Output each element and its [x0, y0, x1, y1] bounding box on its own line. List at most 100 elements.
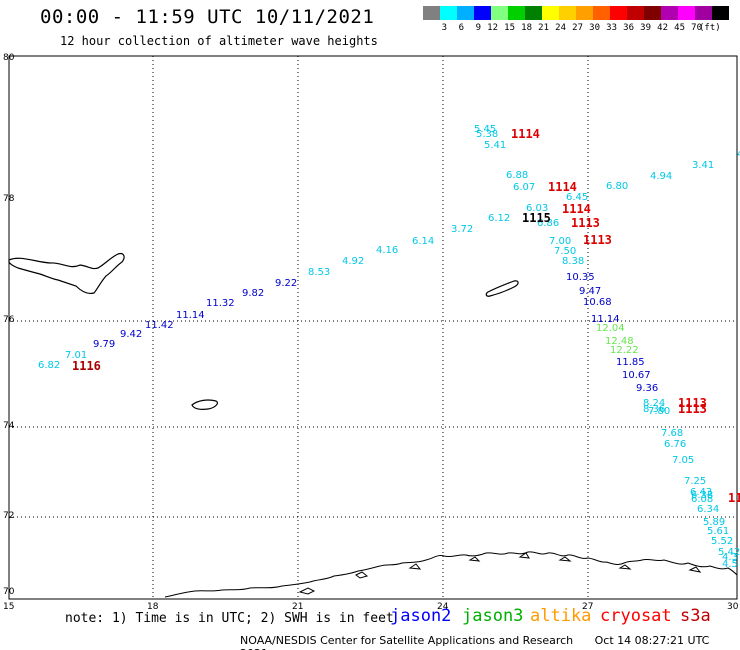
- wave-height-label: 6.07: [513, 182, 535, 193]
- x-label: 30: [727, 602, 739, 612]
- legend-label: 15: [504, 23, 515, 33]
- legend-swatch: [695, 6, 712, 20]
- wave-height-label: 9.82: [242, 288, 264, 299]
- sat-cryosat: cryosat: [600, 606, 672, 626]
- wave-height-label: 4.3: [722, 552, 738, 563]
- coastal-islands: [298, 552, 702, 595]
- legend-label: (ft): [699, 23, 721, 33]
- legend-swatch: [525, 6, 542, 20]
- legend-swatch: [661, 6, 678, 20]
- wave-height-label: 3.72: [451, 224, 473, 235]
- wave-height-label: 6.82: [38, 360, 60, 371]
- wave-height-label: 9.42: [120, 329, 142, 340]
- wave-height-label: 3.41: [692, 160, 714, 171]
- sat-jason3: jason3: [462, 606, 524, 626]
- legend-label: 33: [606, 23, 617, 33]
- legend-label: 24: [555, 23, 566, 33]
- wave-height-label: 4.16: [376, 245, 398, 256]
- wave-height-label: 6.14: [412, 236, 434, 247]
- pass-time-label: 1113: [571, 216, 600, 230]
- wave-height-label: 11.85: [616, 357, 645, 368]
- legend-label: 39: [640, 23, 651, 33]
- wave-height-label: 7.00: [549, 236, 571, 247]
- legend-swatch: [474, 6, 491, 20]
- kong-karls-land-coastline: [485, 280, 519, 297]
- legend-label: 45: [674, 23, 685, 33]
- wave-height-label: 9.36: [636, 383, 658, 394]
- wave-height-label: 4.5: [722, 559, 738, 570]
- wave-height-label: 4: [737, 149, 740, 160]
- wave-height-label: 10.35: [566, 272, 595, 283]
- legend-swatch: [542, 6, 559, 20]
- y-label: 76: [3, 315, 15, 325]
- map-subtitle: 12 hour collection of altimeter wave hei…: [60, 34, 378, 48]
- sat-s3a: s3a: [680, 606, 711, 626]
- legend-swatch: [457, 6, 474, 20]
- pass-time-label: 1113: [583, 233, 612, 247]
- legend-swatch: [559, 6, 576, 20]
- wave-height-label: 5.42: [718, 547, 740, 558]
- legend-swatch: [712, 6, 729, 20]
- wave-height-label: 6.80: [606, 181, 628, 192]
- legend-swatch: [644, 6, 661, 20]
- wave-height-label: 6.03: [526, 203, 548, 214]
- wave-height-label: 7.80: [648, 406, 670, 417]
- legend-swatch: [440, 6, 457, 20]
- legend-label: 42: [657, 23, 668, 33]
- pass-time-label: 1115: [522, 211, 551, 225]
- legend-label: 70: [691, 23, 702, 33]
- legend-swatch: [678, 6, 695, 20]
- wave-height-label: 5.89: [703, 517, 725, 528]
- wave-height-label: 7.25: [684, 476, 706, 487]
- wave-height-label: 5.61: [707, 526, 729, 537]
- wave-height-label: 6.45: [566, 192, 588, 203]
- wave-height-label: 6.88: [506, 170, 528, 181]
- sat-jason2: jason2: [390, 606, 452, 626]
- wave-height-label: 4.94: [650, 171, 672, 182]
- wave-height-label: 6.86: [537, 218, 559, 229]
- x-label: 15: [3, 602, 14, 612]
- y-label: 80: [3, 53, 15, 63]
- axis-labels: 80 78 76 74 72 70 15 18 21 24 27 30: [3, 53, 739, 612]
- wave-height-label: 8.38: [562, 256, 584, 267]
- credit-source: NOAA/NESDIS Center for Satellite Applica…: [240, 634, 574, 647]
- wave-height-label: 7.50: [554, 246, 576, 257]
- wave-height-label: 10.68: [583, 297, 612, 308]
- legend-swatch: [593, 6, 610, 20]
- wave-height-label: 11.42: [145, 320, 174, 331]
- x-label: 21: [292, 602, 303, 612]
- pass-time-label: 1114: [562, 202, 591, 216]
- y-label: 74: [3, 421, 15, 431]
- wave-height-label: 6.12: [488, 213, 510, 224]
- y-label: 70: [3, 587, 15, 597]
- pass-time-label: 1114: [548, 180, 577, 194]
- wave-height-label: 12.04: [596, 323, 625, 334]
- wave-height-label: 4.92: [342, 256, 364, 267]
- wave-height-labels: 5.455.385.41 6.886.07 6.45 6.80 4.94 3.41 6.03…: [38, 124, 740, 570]
- x-label: 24: [437, 602, 449, 612]
- wave-height-label: 6.34: [697, 504, 719, 515]
- y-label: 72: [3, 511, 14, 521]
- wave-height-label: 9.22: [275, 278, 297, 289]
- legend-label: 36: [623, 23, 634, 33]
- legend-label: 27: [572, 23, 583, 33]
- wave-height-label: 8.24: [643, 398, 665, 409]
- pass-time-label: 1114: [511, 127, 540, 141]
- pass-time-label: 1113: [678, 396, 707, 410]
- legend-label: 30: [589, 23, 600, 33]
- legend-label: 6: [458, 23, 464, 33]
- wave-height-label: 7.01: [65, 350, 87, 361]
- wave-height-label: 11.14: [176, 310, 205, 321]
- map-frame: [8, 55, 738, 600]
- legend-swatch: [491, 6, 508, 20]
- wave-height-label: 6.08: [691, 494, 713, 505]
- legend-label: 18: [521, 23, 532, 33]
- pass-time-label: 1113: [678, 402, 707, 416]
- wave-height-label: 9.47: [579, 286, 601, 297]
- legend-swatch: [627, 6, 644, 20]
- wave-height-label: 10.67: [622, 370, 651, 381]
- map-title: 00:00 - 11:59 UTC 10/11/2021: [40, 6, 375, 28]
- wave-height-label: 8.36: [643, 404, 665, 415]
